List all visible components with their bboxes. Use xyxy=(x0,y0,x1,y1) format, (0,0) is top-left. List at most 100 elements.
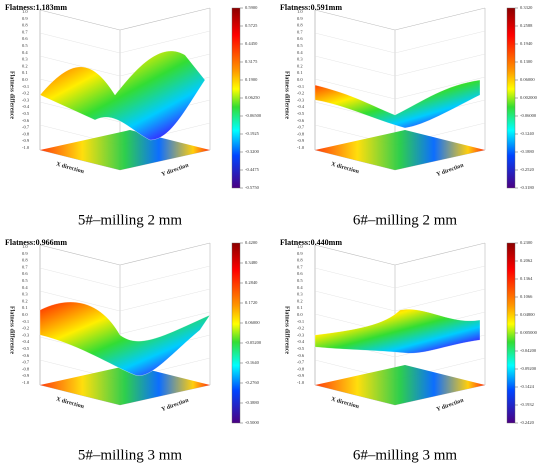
colorbar-tick-label: 0.1720 xyxy=(245,300,258,305)
z-tick-label: 0.2 xyxy=(22,63,28,68)
panel: 1.0 0.9 0.80.7 0.6 0.5 0.4 0.30.2 0.1 0.0 -0.1 -0.… xyxy=(280,3,538,229)
surface xyxy=(39,301,211,376)
z-tick-label: 0.6 xyxy=(22,271,28,276)
colorbar-tick-label: -0.3200 xyxy=(245,149,260,154)
colorbar xyxy=(506,7,516,189)
box-edge xyxy=(314,244,396,266)
z-tick-label: -0.9 xyxy=(22,138,30,143)
flatness-label: Flatness:0.591mm xyxy=(280,3,342,12)
y-axis-label: Y direction xyxy=(436,397,465,413)
z-tick-label: -0.8 xyxy=(22,131,30,136)
z-tick-label: 0.1 xyxy=(297,70,303,75)
panel: 1.0 0.9 0.80.7 0.6 0.5 0.4 0.30.2 0.1 0.0 -0.1 -0.… xyxy=(5,3,262,229)
z-tick-label: -0.1 xyxy=(22,84,29,89)
colorbar-tick-label: 0.002000 xyxy=(520,95,538,100)
colorbar-tick-label: 0.1300 xyxy=(520,59,533,64)
x-axis-label: X direction xyxy=(55,397,85,411)
z-tick-label: -0.1 xyxy=(297,84,304,89)
z-tick-label: 0.2 xyxy=(22,298,28,303)
z-tick-label: 0.5 xyxy=(22,278,28,283)
grid-line xyxy=(394,288,486,312)
colorbar-tick-label: -0.3180 xyxy=(520,185,535,190)
z-tick-label: 0.6 xyxy=(22,36,28,41)
colorbar-tick-label: -0.1925 xyxy=(245,131,260,136)
z-tick-label: 0.8 xyxy=(297,258,303,263)
z-tick-label: 0.4 xyxy=(297,285,303,290)
z-tick-label: 0.2 xyxy=(297,298,303,303)
grid-line xyxy=(39,267,121,289)
z-tick-label: -0.5 xyxy=(297,346,305,351)
z-tick-label: 0.0 xyxy=(22,312,28,317)
colorbar-tick-label: -0.5000 xyxy=(245,420,260,425)
flatness-label: Flatness:0.440mm xyxy=(280,238,342,247)
colorbar-tick-label: -0.06000 xyxy=(520,113,537,118)
z-tick-label: 0.9 xyxy=(297,16,303,21)
z-tick-label: -0.3 xyxy=(297,97,305,102)
projection xyxy=(315,365,485,405)
colorbar-tick-label: 0.3175 xyxy=(245,59,258,64)
z-tick-label: 0.1 xyxy=(22,70,28,75)
z-tick-label: 0.3 xyxy=(297,57,303,62)
surface xyxy=(314,79,481,129)
colorbar-tick-label: 0.2300 xyxy=(520,240,533,245)
z-tick-label: 1.0 xyxy=(22,9,28,14)
grid-line xyxy=(119,265,211,289)
z-tick-label: -0.5 xyxy=(22,346,30,351)
y-axis-label: Y direction xyxy=(161,162,190,178)
z-tick-label: -0.2 xyxy=(22,91,29,96)
grid-line xyxy=(394,265,486,289)
z-tick-label: 0.0 xyxy=(22,77,28,82)
projection xyxy=(40,365,210,405)
z-tick-label: -1.0 xyxy=(22,380,30,385)
z-tick-label: -0.6 xyxy=(297,118,305,123)
grid-line xyxy=(394,53,486,77)
grid-line xyxy=(119,311,211,335)
colorbar-tick-label: 0.2840 xyxy=(245,280,258,285)
colorbar-tick-label: 0.5900 xyxy=(245,5,258,10)
grid-line xyxy=(314,290,396,312)
colorbar-tick-label: -0.2760 xyxy=(245,380,260,385)
colorbar-tick-label: -0.2420 xyxy=(520,420,535,425)
z-tick-label: 0.1 xyxy=(297,305,303,310)
z-tick-label: 0.4 xyxy=(22,285,28,290)
colorbar-tick-label: -0.04200 xyxy=(520,348,537,353)
z-axis-label: Flatness difference xyxy=(9,71,15,119)
surface xyxy=(39,50,206,141)
z-tick-label: 0.7 xyxy=(297,264,303,269)
colorbar-tick-label: -0.4475 xyxy=(245,167,260,172)
z-tick-label: -1.0 xyxy=(22,145,30,150)
flatness-label: Flatness:0.966mm xyxy=(5,238,67,247)
colorbar xyxy=(506,242,516,424)
z-tick-label: -0.3 xyxy=(22,332,30,337)
grid-line xyxy=(39,55,121,77)
grid-line xyxy=(119,288,211,312)
z-tick-label: 0.7 xyxy=(22,29,28,34)
z-tick-label: 0.9 xyxy=(22,16,28,21)
colorbar-tick-label: 0.2588 xyxy=(520,23,533,28)
colorbar-tick-label: 0.3480 xyxy=(245,260,258,265)
z-tick-label: 0.7 xyxy=(297,29,303,34)
colorbar xyxy=(231,7,241,189)
box-edge xyxy=(394,7,486,31)
caption: 5#–milling 3 mm xyxy=(78,447,183,463)
colorbar-tick-label: -0.3880 xyxy=(245,400,260,405)
z-tick-label: 0.5 xyxy=(22,43,28,48)
z-tick-label: 0.4 xyxy=(22,50,28,55)
caption: 5#–milling 2 mm xyxy=(78,212,183,228)
z-tick-label: 1.0 xyxy=(297,9,303,14)
colorbar-tick-label: -0.1640 xyxy=(245,360,260,365)
box-edge xyxy=(39,244,121,266)
z-tick-label: 0.7 xyxy=(22,264,28,269)
x-axis-label: X direction xyxy=(330,397,360,411)
z-tick-label: -0.1 xyxy=(22,319,29,324)
z-tick-label: 0.3 xyxy=(22,57,28,62)
flatness-label: Flatness:1.183mm xyxy=(5,3,67,12)
colorbar-tick-label: 0.04800 xyxy=(520,312,535,317)
z-tick-label: -0.8 xyxy=(22,366,30,371)
caption: 6#–milling 3 mm xyxy=(353,447,458,463)
colorbar-tick-label: -0.06500 xyxy=(245,113,262,118)
z-tick-label: -0.9 xyxy=(22,373,30,378)
z-tick-label: 0.3 xyxy=(22,292,28,297)
z-tick-label: -0.4 xyxy=(297,339,305,344)
colorbar-tick-label: 0.1900 xyxy=(245,77,258,82)
